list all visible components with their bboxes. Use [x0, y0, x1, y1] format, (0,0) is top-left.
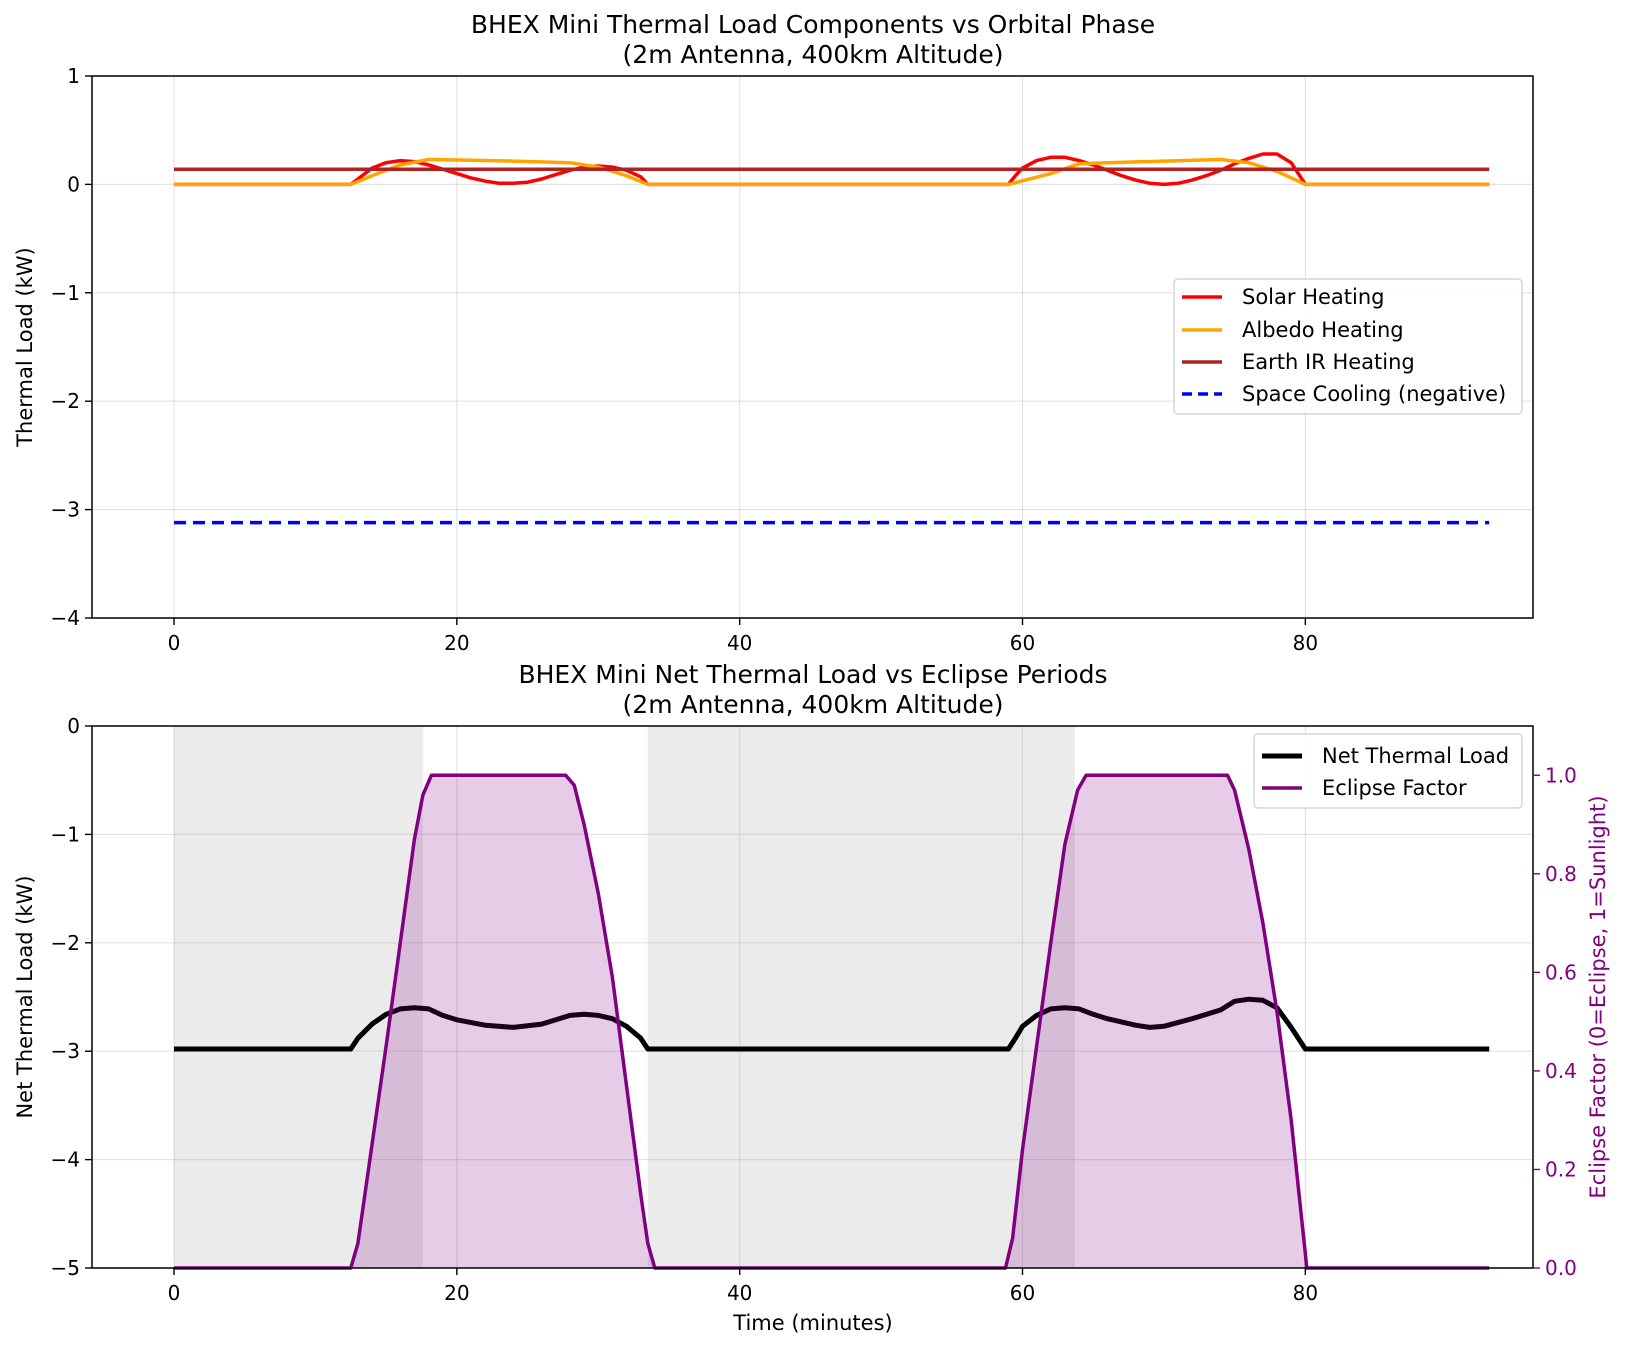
x-tick-label: 60 — [1010, 631, 1035, 655]
top-y-axis-label: Thermal Load (kW) — [13, 247, 37, 448]
top-chart: BHEX Mini Thermal Load Components vs Orb… — [13, 10, 1534, 655]
y-tick-label: −5 — [51, 1256, 80, 1280]
x-tick-label: 0 — [168, 1281, 181, 1305]
bottom-chart-title: BHEX Mini Net Thermal Load vs Eclipse Pe… — [518, 660, 1107, 689]
y-tick-label: 0 — [67, 172, 80, 196]
eclipse-region-1 — [174, 726, 423, 1268]
y2-tick-label: 0.4 — [1545, 1059, 1577, 1083]
x-tick-label: 20 — [444, 631, 469, 655]
top-chart-title: BHEX Mini Thermal Load Components vs Orb… — [471, 10, 1155, 39]
x-tick-label: 60 — [1010, 1281, 1035, 1305]
legend-label-net-load: Net Thermal Load — [1322, 744, 1509, 768]
bottom-legend: Net Thermal Load Eclipse Factor — [1253, 733, 1523, 809]
net-thermal-load-line — [174, 996, 1490, 1052]
y-tick-label: −4 — [51, 1148, 80, 1172]
y2-tick-label: 0.6 — [1545, 960, 1577, 984]
bottom-y-axis-left: 0 −1 −2 −3 −4 −5 — [51, 714, 92, 1280]
bottom-y2-axis-label: Eclipse Factor (0=Eclipse, 1=Sunlight) — [1586, 795, 1610, 1198]
y2-tick-label: 0.2 — [1545, 1157, 1577, 1181]
x-tick-label: 80 — [1293, 631, 1318, 655]
y-tick-label: 1 — [67, 64, 80, 88]
bottom-legend-box — [1253, 733, 1523, 809]
legend-label-earth-ir: Earth IR Heating — [1242, 350, 1415, 374]
y-tick-label: −1 — [51, 822, 80, 846]
top-legend: Solar Heating Albedo Heating Earth IR He… — [1173, 278, 1523, 415]
x-tick-label: 40 — [727, 631, 752, 655]
eclipse-factor-fill — [174, 775, 1490, 1268]
x-tick-label: 20 — [444, 1281, 469, 1305]
legend-label-solar: Solar Heating — [1242, 285, 1384, 309]
top-x-axis: 0 20 40 60 80 — [168, 618, 1318, 655]
y2-tick-label: 1.0 — [1545, 763, 1577, 787]
top-chart-subtitle: (2m Antenna, 400km Altitude) — [623, 40, 1004, 69]
y2-tick-label: 0.8 — [1545, 862, 1577, 886]
y-tick-label: −4 — [51, 606, 80, 630]
eclipse-region-2 — [647, 726, 1075, 1268]
y-tick-label: −3 — [51, 1039, 80, 1063]
bottom-y-axis-label: Net Thermal Load (kW) — [13, 875, 37, 1118]
y-tick-label: −2 — [51, 931, 80, 955]
bottom-chart: BHEX Mini Net Thermal Load vs Eclipse Pe… — [13, 660, 1610, 1335]
legend-label-eclipse-factor: Eclipse Factor — [1322, 776, 1467, 800]
bottom-chart-subtitle: (2m Antenna, 400km Altitude) — [623, 690, 1004, 719]
y-tick-label: −3 — [51, 498, 80, 522]
x-tick-label: 0 — [168, 631, 181, 655]
top-plot-area — [174, 152, 1490, 525]
y2-tick-label: 0.0 — [1545, 1256, 1577, 1280]
eclipse-regions — [174, 726, 1075, 1268]
albedo-heating-line — [174, 157, 1490, 187]
bottom-y-axis-right: 1.0 0.8 0.6 0.4 0.2 0.0 — [1533, 763, 1577, 1280]
x-tick-label: 40 — [727, 1281, 752, 1305]
bottom-axes-frame — [91, 725, 1534, 1269]
y-tick-label: −2 — [51, 389, 80, 413]
bottom-x-axis: 0 20 40 60 80 — [168, 1268, 1318, 1305]
x-tick-label: 80 — [1293, 1281, 1318, 1305]
bottom-x-axis-label: Time (minutes) — [732, 1311, 892, 1335]
legend-label-space-cooling: Space Cooling (negative) — [1242, 382, 1506, 406]
top-axes-frame — [91, 75, 1534, 619]
top-legend-box — [1173, 278, 1523, 415]
top-y-axis: 1 0 −1 −2 −3 −4 — [51, 64, 92, 630]
legend-label-albedo: Albedo Heating — [1242, 318, 1404, 342]
y-tick-label: 0 — [67, 714, 80, 738]
y-tick-label: −1 — [51, 281, 80, 305]
